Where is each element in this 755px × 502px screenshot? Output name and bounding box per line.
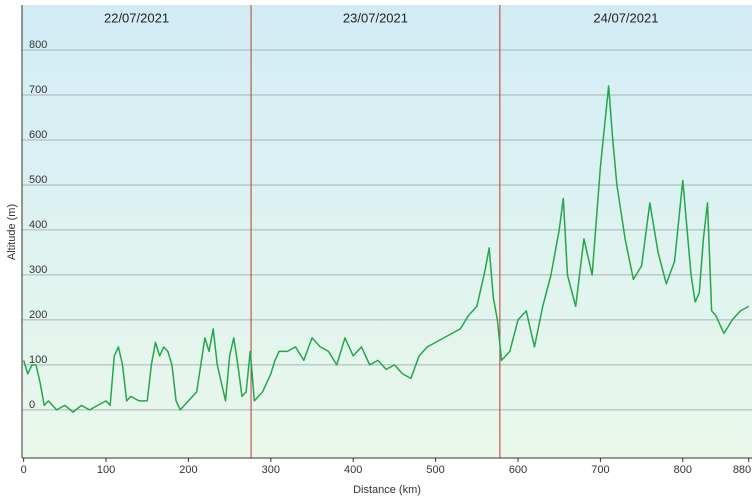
plot-background bbox=[22, 5, 752, 458]
x-tick-label: 500 bbox=[426, 464, 444, 476]
y-tick-label: 700 bbox=[29, 84, 47, 96]
x-tick-label: 700 bbox=[591, 464, 609, 476]
x-tick-label: 800 bbox=[674, 464, 692, 476]
y-tick-label: 400 bbox=[29, 219, 47, 231]
x-tick-label: 600 bbox=[509, 464, 527, 476]
y-tick-label: 100 bbox=[29, 354, 47, 366]
y-tick-label: 500 bbox=[29, 174, 47, 186]
x-tick-label: 0 bbox=[21, 464, 27, 476]
x-tick-label: 880 bbox=[733, 464, 751, 476]
y-tick-label: 800 bbox=[29, 39, 47, 51]
section-label: 23/07/2021 bbox=[343, 10, 408, 25]
x-tick-label: 300 bbox=[262, 464, 280, 476]
y-tick-label: 200 bbox=[29, 309, 47, 321]
section-label: 24/07/2021 bbox=[593, 10, 658, 25]
section-label: 22/07/2021 bbox=[104, 10, 169, 25]
y-axis-title: Altitude (m) bbox=[6, 204, 18, 260]
y-tick-label: 600 bbox=[29, 129, 47, 141]
x-tick-label: 400 bbox=[344, 464, 362, 476]
x-axis-title: Distance (km) bbox=[353, 484, 421, 496]
altitude-line bbox=[22, 85, 750, 413]
x-tick-label: 100 bbox=[97, 464, 115, 476]
y-tick-label: 300 bbox=[29, 264, 47, 276]
y-tick-label: 0 bbox=[29, 399, 35, 411]
x-tick-label: 200 bbox=[179, 464, 197, 476]
